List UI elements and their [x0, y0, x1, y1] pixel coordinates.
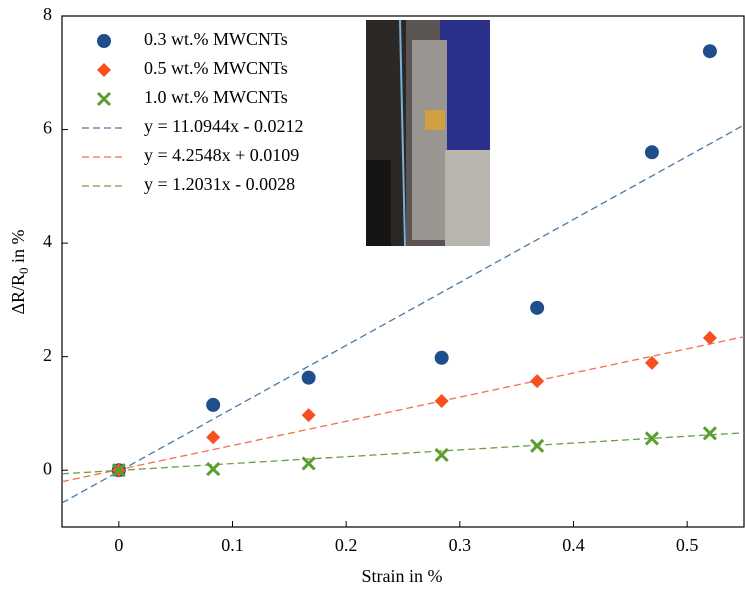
point	[301, 370, 316, 385]
legend-label: y = 1.2031x - 0.0028	[144, 174, 295, 194]
point	[434, 350, 449, 365]
x-tick-label: 0.4	[562, 535, 585, 555]
legend-label: 0.3 wt.% MWCNTs	[144, 29, 288, 49]
y-tick-label: 4	[43, 231, 52, 251]
point	[530, 300, 545, 315]
point	[206, 430, 221, 445]
y-tick-label: 8	[43, 4, 52, 24]
plot-frame	[61, 15, 745, 528]
fit-lines	[62, 124, 744, 504]
point	[644, 145, 659, 160]
y-axis-label: ΔR/R0 in %	[8, 229, 31, 314]
legend-marker	[97, 63, 111, 77]
point	[530, 374, 545, 389]
point	[702, 44, 717, 59]
x-tick-label: 0.2	[335, 535, 358, 555]
point	[702, 330, 717, 345]
fit-line	[62, 432, 744, 475]
x-tick-label: 0.5	[676, 535, 699, 555]
point	[530, 438, 545, 453]
point	[206, 462, 221, 477]
point	[434, 393, 449, 408]
point	[111, 463, 126, 478]
y-label-suffix: in %	[8, 229, 28, 267]
x-axis-label: Strain in %	[362, 566, 443, 586]
x-tick-label: 0.3	[449, 535, 472, 555]
fit-line	[62, 124, 744, 504]
point	[301, 456, 316, 471]
x-tick-label: 0	[114, 535, 123, 555]
legend-label: 1.0 wt.% MWCNTs	[144, 87, 288, 107]
point	[644, 355, 659, 370]
legend-label: y = 4.2548x + 0.0109	[144, 145, 299, 165]
x-tick-label: 0.1	[221, 535, 244, 555]
fit-line	[62, 336, 744, 483]
point	[434, 447, 449, 462]
point	[206, 397, 221, 412]
point	[702, 426, 717, 441]
y-tick-label: 6	[43, 118, 52, 138]
legend-marker	[97, 34, 111, 48]
legend-label: 0.5 wt.% MWCNTs	[144, 58, 288, 78]
y-tick-label: 2	[43, 345, 52, 365]
y-label-main: ΔR/R	[8, 274, 28, 315]
point	[644, 431, 659, 446]
point	[301, 408, 316, 423]
legend-marker	[96, 91, 112, 107]
legend-label: y = 11.0944x - 0.0212	[144, 116, 303, 136]
y-label-sub: 0	[16, 267, 31, 274]
y-tick-label: 0	[43, 458, 52, 478]
inset-photo	[366, 19, 490, 247]
